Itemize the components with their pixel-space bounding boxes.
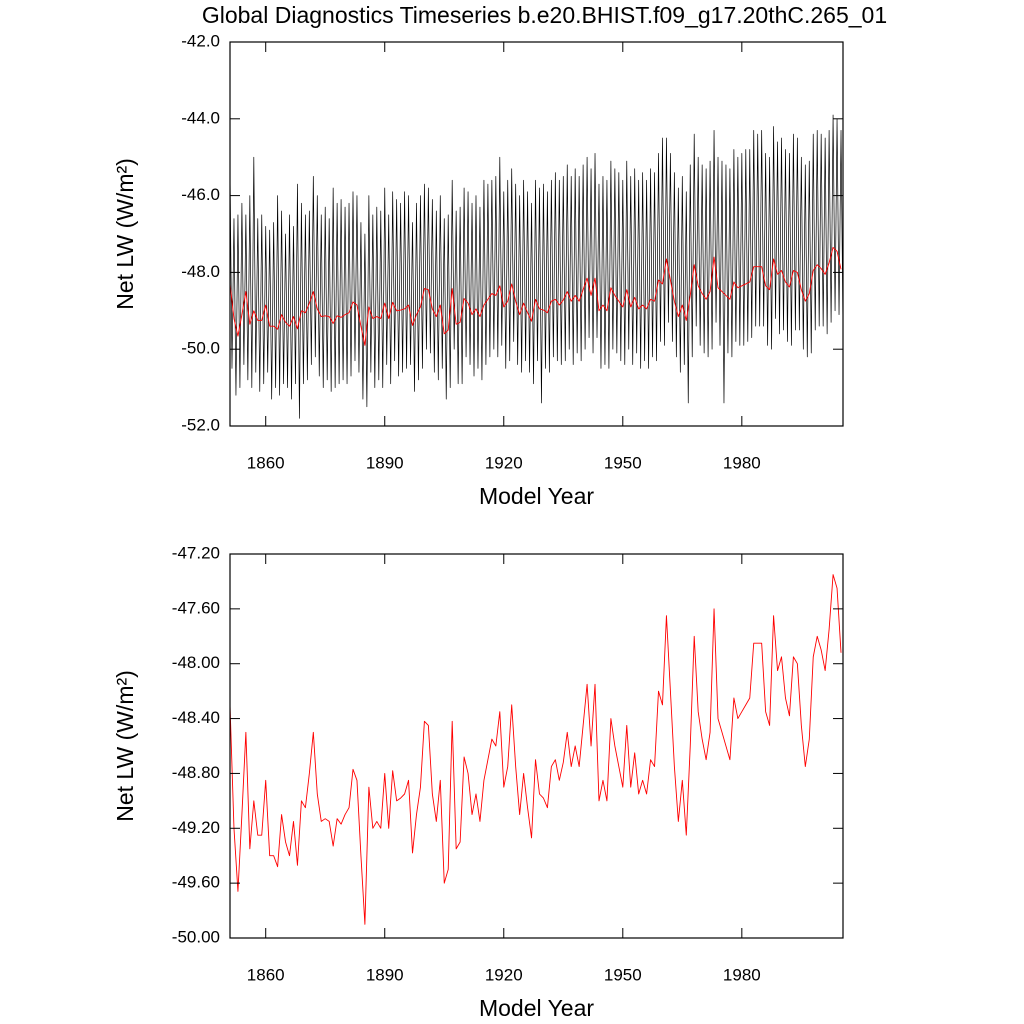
x-tick-label: 1920 xyxy=(485,965,523,984)
y-axis-label: Net LW (W/m²) xyxy=(112,158,138,310)
x-tick-label: 1890 xyxy=(366,453,404,472)
x-tick-label: 1980 xyxy=(723,453,761,472)
y-tick-label: -48.00 xyxy=(172,653,220,672)
y-tick-label: -48.80 xyxy=(172,763,220,782)
plot-frame xyxy=(229,41,844,427)
y-tick-label: -46.0 xyxy=(181,185,220,204)
y-tick-label: -50.0 xyxy=(181,339,220,358)
x-tick-label: 1920 xyxy=(485,453,523,472)
y-tick-label: -50.00 xyxy=(172,927,220,946)
y-axis-label: Net LW (W/m²) xyxy=(112,670,138,822)
x-axis-label: Model Year xyxy=(479,483,594,509)
plot-frame xyxy=(229,553,844,939)
chart-title: Global Diagnostics Timeseries b.e20.BHIS… xyxy=(202,2,887,28)
y-tick-label: -47.60 xyxy=(172,598,220,617)
x-tick-label: 1950 xyxy=(604,453,642,472)
x-tick-label: 1980 xyxy=(723,965,761,984)
x-tick-label: 1950 xyxy=(604,965,642,984)
x-tick-label: 1890 xyxy=(366,965,404,984)
y-tick-label: -49.60 xyxy=(172,873,220,892)
y-tick-label: -49.20 xyxy=(172,818,220,837)
y-tick-label: -42.0 xyxy=(181,31,220,50)
y-tick-label: -47.20 xyxy=(172,543,220,562)
y-tick-label: -52.0 xyxy=(181,415,220,434)
data-line xyxy=(229,114,844,419)
y-tick-label: -48.40 xyxy=(172,708,220,727)
x-tick-label: 1860 xyxy=(247,453,285,472)
x-tick-label: 1860 xyxy=(247,965,285,984)
y-tick-label: -48.0 xyxy=(181,262,220,281)
x-axis-label: Model Year xyxy=(479,995,594,1021)
data-line xyxy=(229,246,842,346)
data-line xyxy=(229,574,842,925)
y-tick-label: -44.0 xyxy=(181,108,220,127)
